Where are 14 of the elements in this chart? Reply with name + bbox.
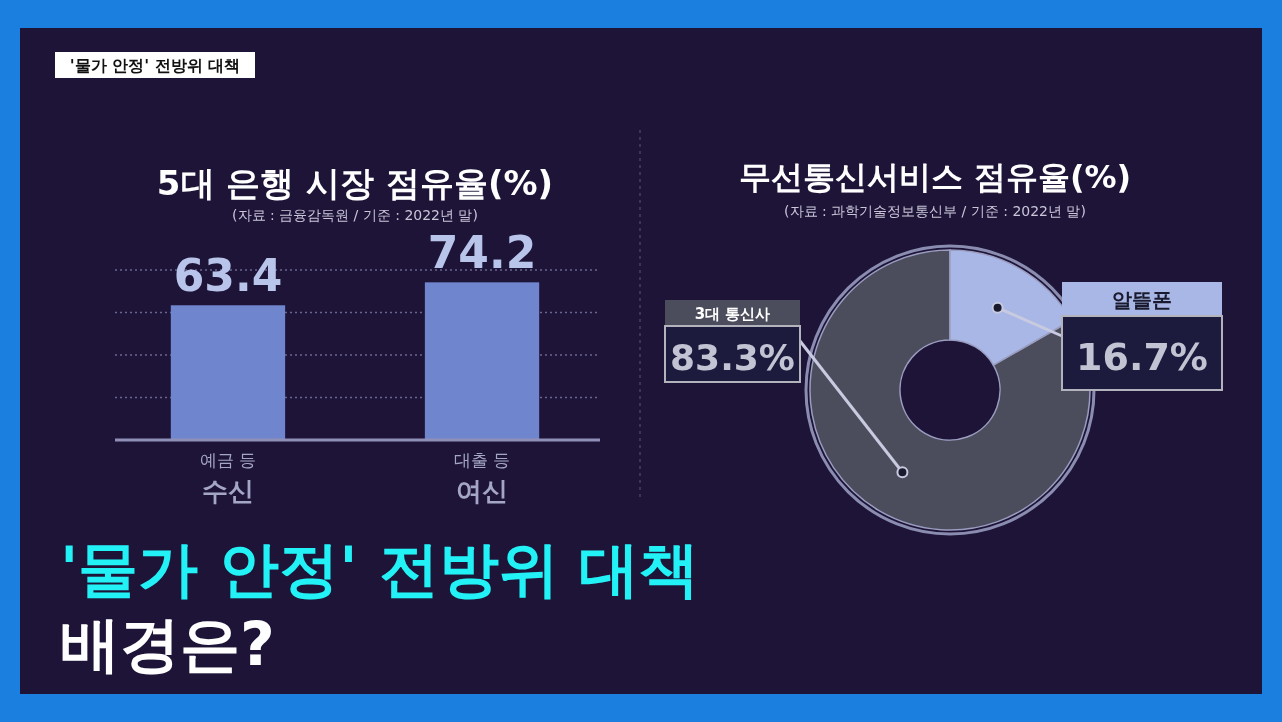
chart-subtitle: (자료 : 금융감독원 / 기준 : 2022년 말) (232, 207, 478, 223)
data-label: 63.4 (173, 250, 283, 302)
x-tick-label: 예금 등 수신 (199, 450, 257, 506)
data-label: 74.2 (427, 227, 537, 279)
text: '물가 안정' 전방위 대책 (69, 56, 241, 75)
chart-title: 무선통신서비스 점유율(%) (738, 158, 1132, 196)
text: '물가 안정' 전방위 대책 배경은? (60, 534, 700, 679)
data-label: 83.3% (670, 337, 795, 378)
slice-label: 3대 통신사 (694, 305, 771, 323)
data-label: 16.7% (1076, 335, 1208, 379)
x-tick-label: 대출 등 여신 (453, 450, 511, 506)
slice-label: 알뜰폰 (1112, 288, 1172, 312)
chart-subtitle: (자료 : 과학기술정보통신부 / 기준 : 2022년 말) (784, 203, 1086, 219)
chart-title: 5대 은행 시장 점유율(%) (156, 163, 554, 203)
